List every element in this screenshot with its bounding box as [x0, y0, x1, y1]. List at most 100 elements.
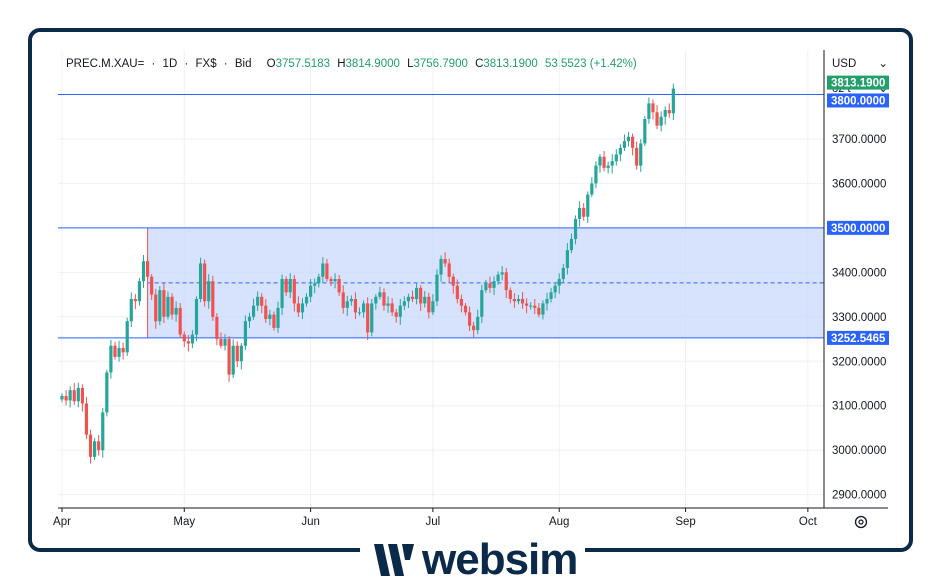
candle-body: [223, 339, 227, 346]
y-tick-label: 3200.0000: [832, 356, 886, 368]
candle-body: [504, 272, 508, 291]
symbol-name[interactable]: PREC.M.XAU=: [66, 58, 145, 70]
candle: [382, 288, 386, 311]
candle-body: [88, 434, 93, 457]
candle-body: [284, 279, 288, 293]
currency-select[interactable]: USD ⌄: [832, 58, 888, 70]
candle: [435, 269, 439, 307]
candle: [284, 276, 288, 296]
candle-body: [402, 301, 406, 306]
candle: [537, 303, 541, 318]
high-label: H: [337, 58, 346, 70]
candle-body: [243, 321, 248, 346]
candle: [129, 292, 133, 328]
candle: [357, 307, 362, 316]
candle: [586, 191, 590, 223]
candle: [203, 259, 207, 307]
candle-body: [292, 279, 296, 304]
candle-body: [582, 207, 586, 217]
exchange-label: FX$: [195, 58, 217, 70]
price-label-bg: [827, 93, 889, 108]
candle-body: [109, 345, 113, 373]
interval-label[interactable]: 1D: [162, 58, 178, 70]
candle: [541, 300, 545, 320]
candle-body: [84, 403, 89, 435]
candle-body: [602, 156, 606, 168]
candle-body: [304, 296, 309, 304]
candle: [256, 291, 260, 312]
candle: [109, 339, 113, 379]
candle: [162, 283, 166, 324]
candle-body: [215, 316, 219, 340]
candle: [88, 429, 93, 464]
candle: [578, 201, 582, 227]
candle-body: [64, 395, 68, 401]
y-tick-label: 2900.0000: [832, 490, 886, 502]
candle: [133, 294, 137, 310]
candle-body: [480, 290, 484, 317]
candle-body: [410, 296, 415, 300]
candle: [590, 177, 594, 198]
candle-body: [516, 299, 521, 302]
candle: [313, 278, 317, 294]
candle-body: [337, 279, 341, 293]
close-value: 3813.1900: [483, 58, 538, 70]
candle: [561, 263, 565, 284]
candle: [186, 335, 190, 352]
open-label: O: [266, 58, 276, 70]
candle: [508, 287, 512, 304]
candle-body: [105, 372, 109, 413]
candle: [80, 384, 84, 412]
x-tick-label: May: [173, 516, 195, 528]
candle: [647, 97, 651, 124]
candle-body: [455, 285, 459, 300]
candle: [97, 435, 101, 456]
candle-body: [467, 312, 472, 326]
candle: [105, 369, 109, 417]
candle-body: [178, 307, 182, 335]
candle-body: [451, 276, 455, 286]
candle-body: [362, 303, 366, 313]
candle: [598, 154, 602, 173]
price-label-text: 3800.0000: [831, 95, 885, 107]
candle-body: [141, 261, 146, 282]
candle: [121, 342, 125, 360]
candle-body: [553, 285, 557, 293]
candle: [651, 99, 655, 120]
price-axis-label: 3500.0000: [827, 220, 889, 235]
candle: [251, 298, 256, 320]
candle-body: [492, 281, 496, 288]
candle: [659, 111, 663, 132]
currency-value: USD: [832, 58, 857, 70]
candle-body: [549, 292, 553, 300]
candle-body: [317, 276, 321, 284]
candle-body: [272, 314, 276, 328]
candle: [178, 303, 182, 339]
candle-body: [537, 307, 541, 315]
candle-body: [427, 296, 431, 313]
candle-body: [626, 136, 631, 142]
candle-body: [227, 339, 231, 375]
candle: [439, 255, 443, 282]
candle: [296, 296, 300, 317]
x-tick-label: Jun: [301, 516, 320, 528]
candle: [614, 149, 618, 166]
candle: [223, 334, 227, 351]
candle: [553, 283, 557, 299]
candle: [235, 341, 239, 368]
candle: [366, 297, 370, 340]
candle: [243, 315, 248, 351]
candle: [117, 340, 121, 362]
price-type-label: Bid: [234, 58, 252, 70]
low-value: 3756.7900: [413, 58, 468, 70]
candle-body: [68, 390, 72, 401]
candle-body: [80, 387, 84, 404]
candle-body: [194, 299, 199, 335]
candle-body: [333, 279, 337, 282]
candle-body: [321, 263, 325, 277]
candle-body: [353, 299, 358, 313]
candle: [72, 383, 76, 405]
candle: [113, 341, 117, 360]
price-label-text: 3252.5465: [831, 333, 886, 345]
